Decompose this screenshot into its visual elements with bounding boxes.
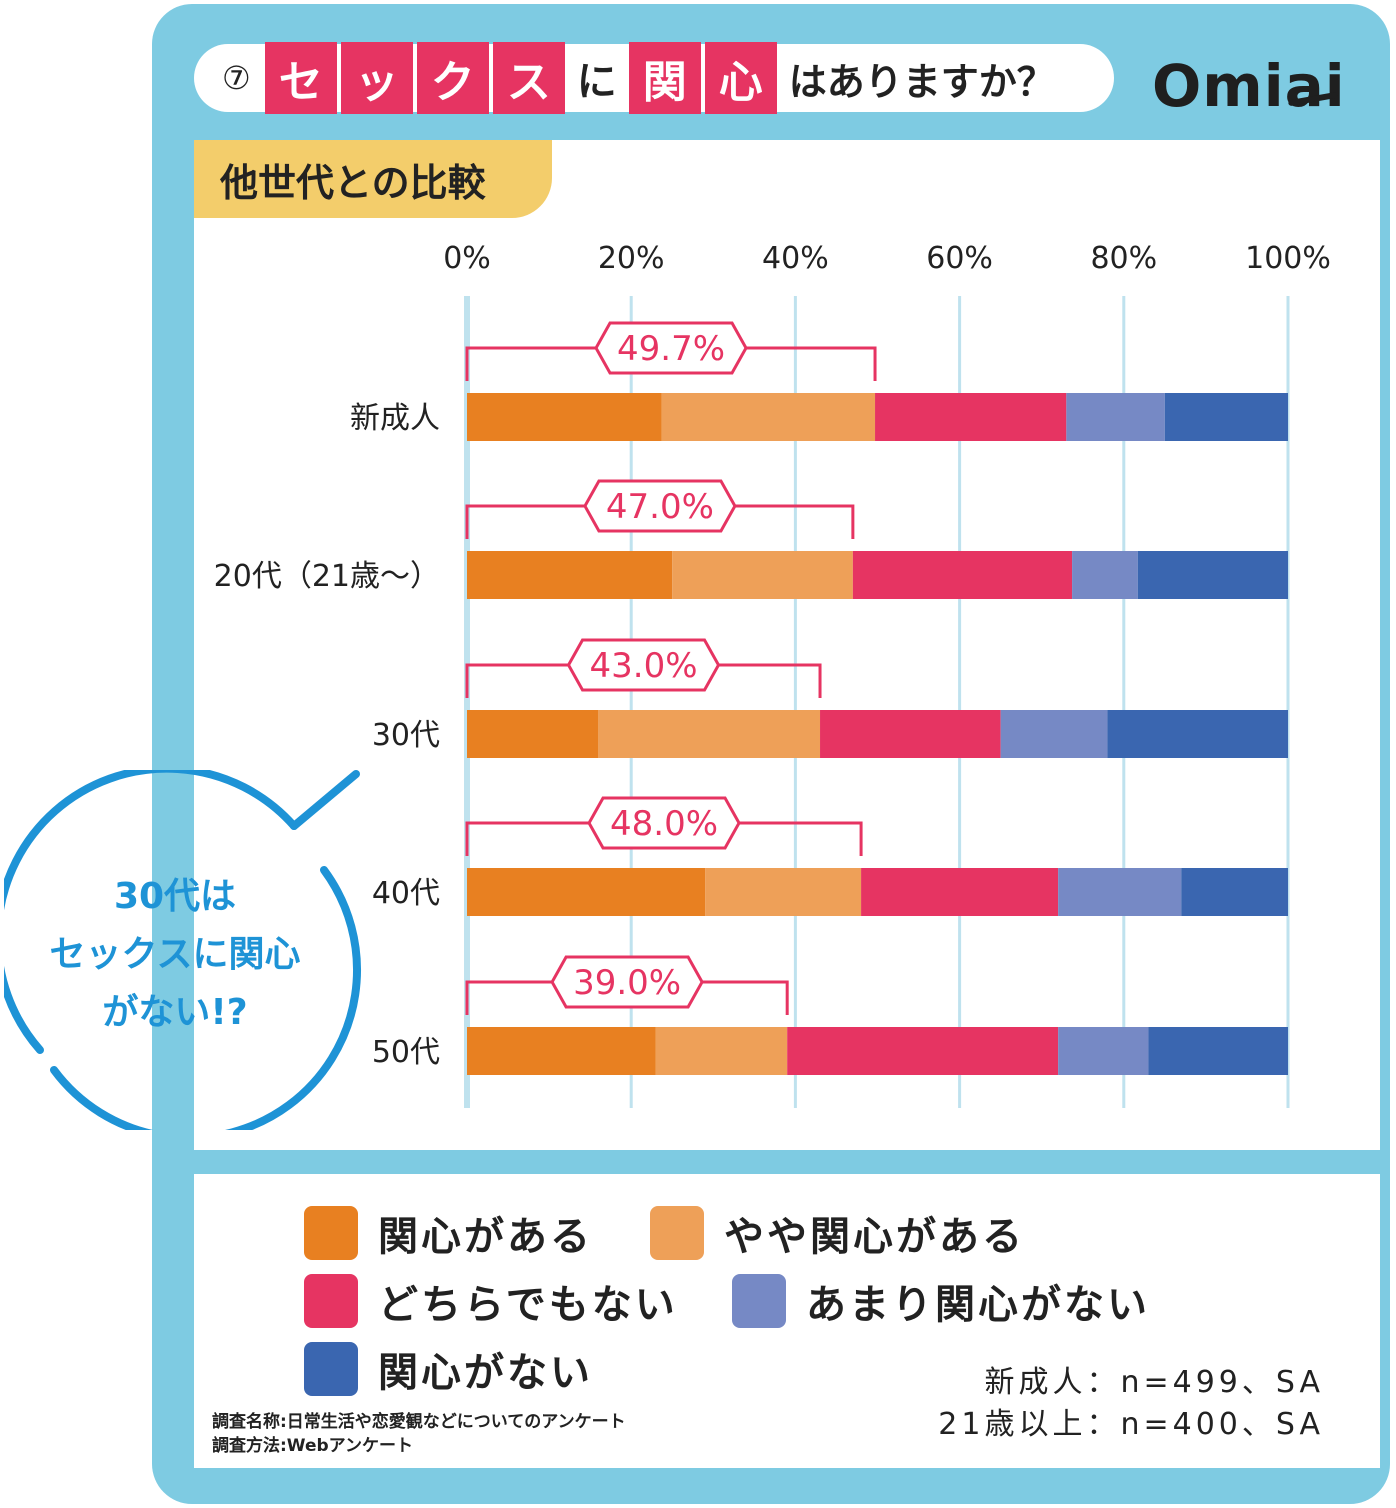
bar-segment (1148, 1027, 1288, 1075)
survey-method: 調査方法:Webアンケート (212, 1436, 413, 1456)
bar-segment (820, 710, 1001, 758)
category-label: 40代 (372, 876, 440, 911)
legend-label: 関心がある (378, 1214, 593, 1260)
x-tick-label: 80% (1090, 241, 1157, 276)
bar-segment (852, 551, 1073, 599)
bar-segment (467, 551, 673, 599)
callout-line: がない!? (102, 992, 248, 1033)
bar-segment (672, 551, 853, 599)
title-char-box: 心 (704, 42, 777, 114)
bar-segment (705, 868, 862, 916)
callout-text: 30代は セックスに関心 がない!? (20, 868, 330, 1042)
bar-segment (1058, 868, 1182, 916)
bar-segment (1058, 1027, 1149, 1075)
bar-segment (875, 393, 1067, 441)
x-tick-label: 40% (762, 241, 829, 276)
sample-line-2: 21歳以上：n=400、SA (938, 1407, 1324, 1442)
category-label: 50代 (372, 1035, 440, 1070)
bar-segment (787, 1027, 1059, 1075)
legend-panel (194, 1174, 1380, 1468)
bracket-label: 47.0% (606, 487, 714, 527)
bar-segment (1107, 710, 1288, 758)
speech-bubble (4, 770, 362, 1130)
bar-segment (1066, 393, 1165, 441)
title-pill: ⑦ セ ッ ク ス に 関 心 はありますか？ (194, 42, 1114, 114)
legend-item: やや関心がある (650, 1204, 1025, 1262)
bracket-label-box (594, 321, 748, 375)
bar-segment (1072, 551, 1138, 599)
legend-swatch (304, 1342, 358, 1396)
bar-segment (1164, 393, 1288, 441)
bar-segment (1181, 868, 1288, 916)
bracket-label-box (550, 955, 704, 1009)
bracket-label-box (566, 638, 721, 692)
legend-item: 関心がない (304, 1340, 593, 1398)
sample-size: 新成人：n=499、SA 21歳以上：n=400、SA (938, 1362, 1324, 1446)
bracket-label: 39.0% (573, 963, 681, 1003)
title-char-box: セ (264, 42, 337, 114)
legend-swatch (650, 1206, 704, 1260)
bar-segment (598, 710, 821, 758)
bar-segment (467, 868, 706, 916)
bar-segment (467, 1027, 656, 1075)
bracket-label-box (587, 796, 741, 850)
category-label: 30代 (372, 718, 440, 753)
bar-segment (1137, 551, 1288, 599)
title-char-box: 関 (628, 42, 701, 114)
subtitle-tab: 他世代との比較 (194, 140, 552, 218)
x-tick-label: 20% (598, 241, 665, 276)
title-char-box: ク (416, 42, 489, 114)
bracket-label: 48.0% (610, 804, 718, 844)
legend-label: やや関心がある (724, 1214, 1025, 1260)
legend-item: 関心がある (304, 1204, 593, 1262)
legend-item: どちらでもない (304, 1272, 678, 1330)
callout-line: セックスに関心 (49, 934, 301, 975)
bracket-label-box (583, 479, 737, 533)
legend-label: あまり関心がない (806, 1282, 1150, 1328)
x-tick-label: 100% (1245, 241, 1331, 276)
x-tick-label: 60% (926, 241, 993, 276)
survey-name: 調査名称:日常生活や恋愛観などについてのアンケート (212, 1412, 626, 1432)
title-char-box: ス (492, 42, 565, 114)
title-rest: はありますか？ (788, 59, 1055, 104)
legend-item: あまり関心がない (732, 1272, 1150, 1330)
legend-label: どちらでもない (378, 1282, 678, 1328)
bar-segment (655, 1027, 788, 1075)
bracket-label: 49.7% (617, 329, 725, 369)
survey-notes: 調査名称:日常生活や恋愛観などについてのアンケート 調査方法:Webアンケート (212, 1410, 626, 1458)
category-label: 新成人 (350, 401, 440, 436)
question-number: ⑦ (222, 59, 251, 97)
callout-line: 30代は (113, 876, 237, 917)
x-tick-label: 0% (443, 241, 491, 276)
legend-swatch (304, 1274, 358, 1328)
sample-line-1: 新成人：n=499、SA (984, 1365, 1324, 1400)
bar-segment (661, 393, 876, 441)
bracket-label: 43.0% (590, 646, 698, 686)
bar-segment (1000, 710, 1108, 758)
bar-segment (861, 868, 1059, 916)
legend-swatch (732, 1274, 786, 1328)
omiai-logo: Omiai (1152, 52, 1346, 120)
legend-swatch (304, 1206, 358, 1260)
title-char-box: ッ (340, 42, 413, 114)
title-joiner: に (576, 59, 617, 105)
bar-segment (467, 393, 662, 441)
bar-segment (467, 710, 599, 758)
category-label: 20代（21歳〜） (214, 559, 440, 594)
legend-label: 関心がない (378, 1350, 593, 1396)
